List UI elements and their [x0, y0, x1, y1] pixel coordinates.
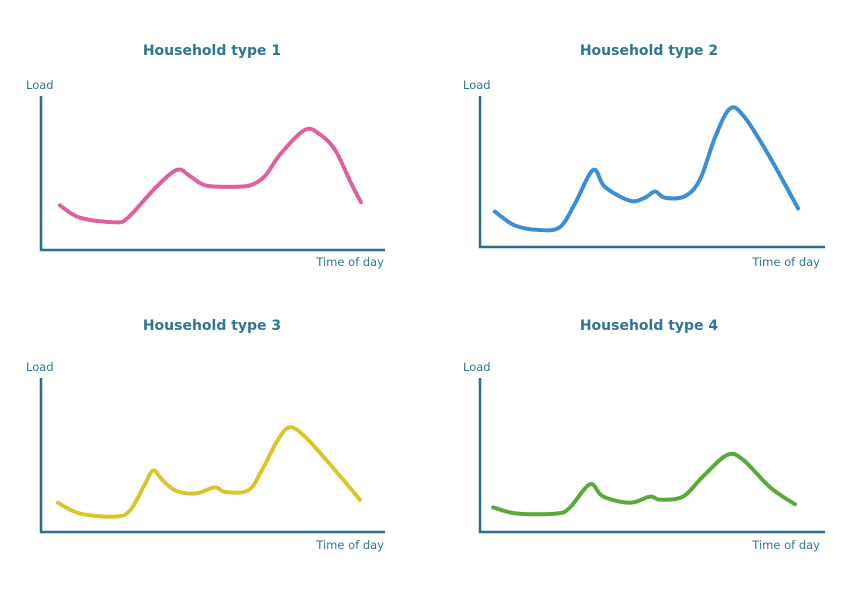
panel-household-type-3: Household type 3 Load Time of day [26, 318, 385, 552]
y-axis-label: Load [26, 78, 54, 92]
x-axis-label: Time of day [315, 255, 384, 269]
chart-title: Household type 2 [580, 43, 718, 59]
chart-title: Household type 4 [580, 318, 719, 334]
y-axis-label: Load [463, 360, 491, 374]
panel-household-type-1: Household type 1 Load Time of day [26, 43, 385, 269]
y-axis-label: Load [463, 78, 491, 92]
load-curve-series [492, 105, 801, 233]
axes [39, 96, 385, 252]
axes [478, 96, 825, 249]
load-curve-series [491, 451, 797, 517]
panel-household-type-2: Household type 2 Load Time of day [463, 43, 825, 269]
x-axis-label: Time of day [315, 538, 384, 552]
chart-title: Household type 1 [143, 43, 281, 59]
chart-title: Household type 3 [143, 318, 281, 334]
load-curve-series [55, 425, 362, 519]
x-axis-label: Time of day [751, 255, 820, 269]
y-axis-label: Load [26, 360, 54, 374]
axes [39, 378, 385, 534]
load-curve-series [57, 126, 363, 225]
x-axis-label: Time of day [751, 538, 820, 552]
axes [478, 378, 825, 534]
panel-household-type-4: Household type 4 Load Time of day [463, 318, 825, 552]
